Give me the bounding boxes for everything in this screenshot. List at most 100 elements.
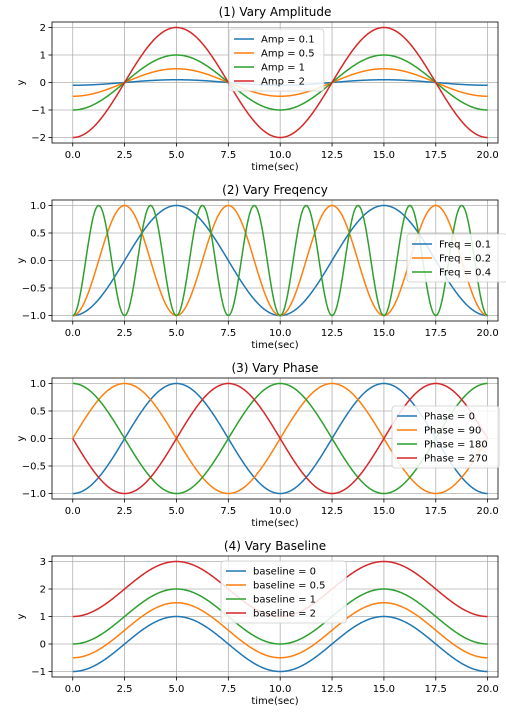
series-line-2: [72, 602, 488, 659]
x-tick-label: 12.5: [321, 328, 343, 339]
y-tick-label: −2: [31, 133, 46, 144]
series-line-4: [72, 26, 488, 139]
x-tick-label: 10.0: [269, 506, 291, 517]
x-tick-label: 15.0: [373, 506, 395, 517]
subplot-2: 0.0 2.5 5.0 7.5 10.0 12.5 15.0 17.5 20.0 −1.0 −0.5…: [16, 183, 506, 351]
y-tick-label: 0.0: [30, 256, 46, 267]
y-tick-label: 0.5: [30, 229, 46, 240]
x-tick-label: 0.0: [65, 328, 81, 339]
x-tick-label: 17.5: [425, 328, 447, 339]
legend-label: Amp = 0.5: [261, 49, 315, 60]
series-line-2: [72, 68, 488, 97]
x-axis-label: time(sec): [251, 518, 298, 529]
chart-title: (1) Vary Amplitude: [219, 5, 332, 19]
legend-label: Freq = 0.2: [439, 254, 491, 265]
x-tick-label: 17.5: [425, 506, 447, 517]
x-tick-label: 10.0: [269, 150, 291, 161]
series-line-3: [72, 588, 488, 645]
y-tick-label: −0.5: [22, 462, 46, 473]
x-tick-label: 0.0: [65, 684, 81, 695]
chart-title: (4) Vary Baseline: [224, 539, 326, 553]
x-axis-label: time(sec): [251, 340, 298, 351]
legend-label: Amp = 1: [261, 63, 305, 74]
x-tick-label: 5.0: [169, 150, 185, 161]
series-line-4: [72, 382, 489, 495]
legend-label: baseline = 1: [253, 595, 316, 606]
x-tick-label: 17.5: [425, 684, 447, 695]
x-tick-label: 20.0: [476, 506, 498, 517]
x-tick-label: 0.0: [65, 506, 81, 517]
legend: baseline = 0 baseline = 0.5 baseline = 1 ba…: [220, 560, 347, 624]
x-tick-label: 7.5: [220, 328, 236, 339]
legend-label: Phase = 90: [424, 426, 481, 437]
chart-title: (2) Vary Freqency: [222, 183, 328, 197]
series-line-1: [72, 615, 488, 673]
legend: Amp = 0.1 Amp = 0.5 Amp = 1 Amp = 2: [228, 28, 325, 92]
x-axis-label: time(sec): [251, 696, 298, 707]
legend-label: baseline = 0.5: [253, 581, 326, 592]
y-tick-label: 1.0: [30, 201, 46, 212]
legend-label: Phase = 270: [424, 454, 488, 465]
legend: Phase = 0 Phase = 90 Phase = 180 Phase = 27…: [391, 405, 500, 469]
x-tick-label: 7.5: [220, 684, 236, 695]
x-tick-label: 5.0: [169, 328, 185, 339]
x-tick-label: 2.5: [117, 150, 133, 161]
y-tick-label: 1.0: [30, 379, 46, 390]
y-tick-label: 0.5: [30, 407, 46, 418]
legend-label: Phase = 180: [424, 440, 488, 451]
x-tick-label: 20.0: [476, 328, 498, 339]
y-axis-label: y: [16, 257, 27, 263]
x-tick-label: 2.5: [117, 506, 133, 517]
chart-title: (3) Vary Phase: [231, 361, 318, 375]
x-tick-label: 15.0: [373, 328, 395, 339]
x-tick-label: 12.5: [321, 506, 343, 517]
legend-label: baseline = 0: [253, 567, 316, 578]
y-tick-label: −1.0: [22, 311, 46, 322]
x-tick-label: 0.0: [65, 150, 81, 161]
series-line-3: [72, 204, 488, 317]
y-tick-label: −1: [31, 667, 46, 678]
x-tick-label: 10.0: [269, 684, 291, 695]
legend-label: Freq = 0.1: [439, 240, 491, 251]
y-tick-label: 0.0: [30, 434, 46, 445]
x-tick-label: 12.5: [321, 684, 343, 695]
y-tick-label: 0: [40, 640, 46, 651]
legend-box: [220, 560, 347, 624]
x-tick-label: 2.5: [117, 328, 133, 339]
y-axis-label: y: [16, 613, 27, 619]
x-tick-label: 15.0: [373, 150, 395, 161]
subplot-4: 0.0 2.5 5.0 7.5 10.0 12.5 15.0 17.5 20.0 −1 0 1 2 3 (4…: [16, 539, 499, 707]
y-axis-label: y: [16, 435, 27, 441]
x-tick-label: 20.0: [476, 150, 498, 161]
y-tick-label: 0: [40, 78, 46, 89]
x-tick-label: 17.5: [425, 150, 447, 161]
y-tick-label: 1: [40, 612, 46, 623]
y-tick-label: −1: [31, 106, 46, 117]
y-axis-label: y: [16, 79, 27, 85]
y-tick-label: 2: [40, 23, 46, 34]
legend-label: baseline = 2: [253, 609, 316, 620]
subplot-3: 0.0 2.5 5.0 7.5 10.0 12.5 15.0 17.5 20.0 −1.0 −0.5…: [16, 361, 500, 529]
x-tick-label: 5.0: [169, 506, 185, 517]
y-tick-label: 1: [40, 51, 46, 62]
x-tick-label: 15.0: [373, 684, 395, 695]
x-tick-label: 5.0: [169, 684, 185, 695]
legend-box: [391, 405, 500, 469]
legend: Freq = 0.1 Freq = 0.2 Freq = 0.4: [406, 233, 506, 283]
x-tick-label: 2.5: [117, 684, 133, 695]
x-tick-label: 20.0: [476, 684, 498, 695]
series-line-3: [72, 54, 488, 111]
y-tick-label: −1.0: [22, 489, 46, 500]
legend-label: Amp = 0.1: [261, 35, 315, 46]
legend-box: [228, 28, 325, 92]
legend-box: [406, 233, 506, 283]
x-tick-label: 7.5: [220, 506, 236, 517]
y-tick-label: 2: [40, 585, 46, 596]
x-tick-label: 12.5: [321, 150, 343, 161]
subplot-1: 0.0 2.5 5.0 7.5 10.0 12.5 15.0 17.5 20.0 −2 −1 0 1 2 (…: [16, 5, 499, 173]
x-tick-label: 10.0: [269, 328, 291, 339]
legend-label: Freq = 0.4: [439, 268, 491, 279]
legend-label: Amp = 2: [261, 77, 305, 88]
y-tick-label: −0.5: [22, 284, 46, 295]
